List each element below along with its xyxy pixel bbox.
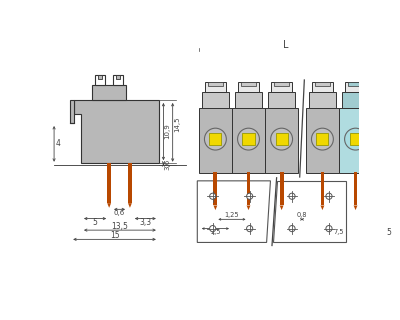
Text: 10,9: 10,9 (164, 124, 170, 140)
Bar (113, 75, 123, 84)
Polygon shape (273, 181, 346, 243)
Bar (238, 82, 259, 92)
Bar (235, 92, 262, 108)
Text: 5: 5 (386, 228, 391, 237)
Polygon shape (128, 203, 132, 208)
Circle shape (289, 226, 295, 232)
Bar (342, 92, 369, 108)
Polygon shape (320, 205, 324, 210)
Bar (271, 82, 292, 92)
Circle shape (238, 128, 260, 150)
Bar (280, 172, 284, 205)
Bar (345, 82, 366, 92)
Text: 1,25: 1,25 (225, 212, 239, 219)
Bar (92, 84, 126, 100)
Bar (276, 133, 288, 145)
Bar (202, 92, 229, 108)
Bar (306, 108, 339, 173)
Bar (348, 82, 363, 86)
Text: 13,5: 13,5 (112, 222, 128, 231)
Bar (354, 172, 358, 205)
Circle shape (312, 128, 333, 150)
Text: 2,5: 2,5 (210, 229, 221, 236)
Bar (268, 92, 295, 108)
Text: 5: 5 (93, 218, 98, 227)
Text: 4: 4 (56, 140, 60, 148)
Bar (315, 82, 330, 86)
Bar (232, 108, 265, 173)
Bar (209, 133, 222, 145)
Circle shape (210, 226, 216, 232)
Text: L: L (283, 40, 288, 50)
Bar (274, 82, 289, 86)
Bar (265, 108, 298, 173)
Bar (316, 133, 328, 145)
Bar (116, 75, 120, 79)
Circle shape (326, 226, 332, 232)
Circle shape (210, 193, 216, 199)
Text: 0,6: 0,6 (114, 210, 125, 216)
Polygon shape (214, 205, 217, 210)
Text: 3,3: 3,3 (139, 218, 151, 227)
Bar (350, 133, 362, 145)
Circle shape (246, 193, 253, 199)
Polygon shape (74, 100, 159, 163)
Text: 0,8: 0,8 (297, 212, 307, 219)
Bar (98, 75, 102, 79)
Bar (312, 82, 333, 92)
Bar (246, 172, 250, 205)
Polygon shape (354, 205, 358, 210)
Polygon shape (197, 181, 270, 243)
Circle shape (204, 128, 226, 150)
Circle shape (326, 193, 332, 199)
Text: 14,5: 14,5 (174, 117, 180, 132)
Bar (199, 108, 232, 173)
Bar (339, 108, 372, 173)
Polygon shape (280, 205, 284, 210)
Bar (242, 133, 254, 145)
Text: 15: 15 (110, 231, 119, 240)
Circle shape (345, 128, 366, 150)
Polygon shape (246, 205, 250, 210)
Polygon shape (107, 203, 111, 208)
Circle shape (246, 226, 253, 232)
Bar (241, 82, 256, 86)
Bar (95, 75, 105, 84)
Bar (208, 82, 223, 86)
Bar (214, 172, 217, 205)
Text: 7,5: 7,5 (334, 229, 344, 236)
Bar (309, 92, 336, 108)
Polygon shape (70, 100, 74, 123)
Circle shape (289, 193, 295, 199)
Bar (205, 82, 226, 92)
Bar (128, 163, 132, 203)
Bar (107, 163, 111, 203)
Circle shape (271, 128, 292, 150)
Bar (320, 172, 324, 205)
Text: 3,6: 3,6 (164, 158, 170, 170)
